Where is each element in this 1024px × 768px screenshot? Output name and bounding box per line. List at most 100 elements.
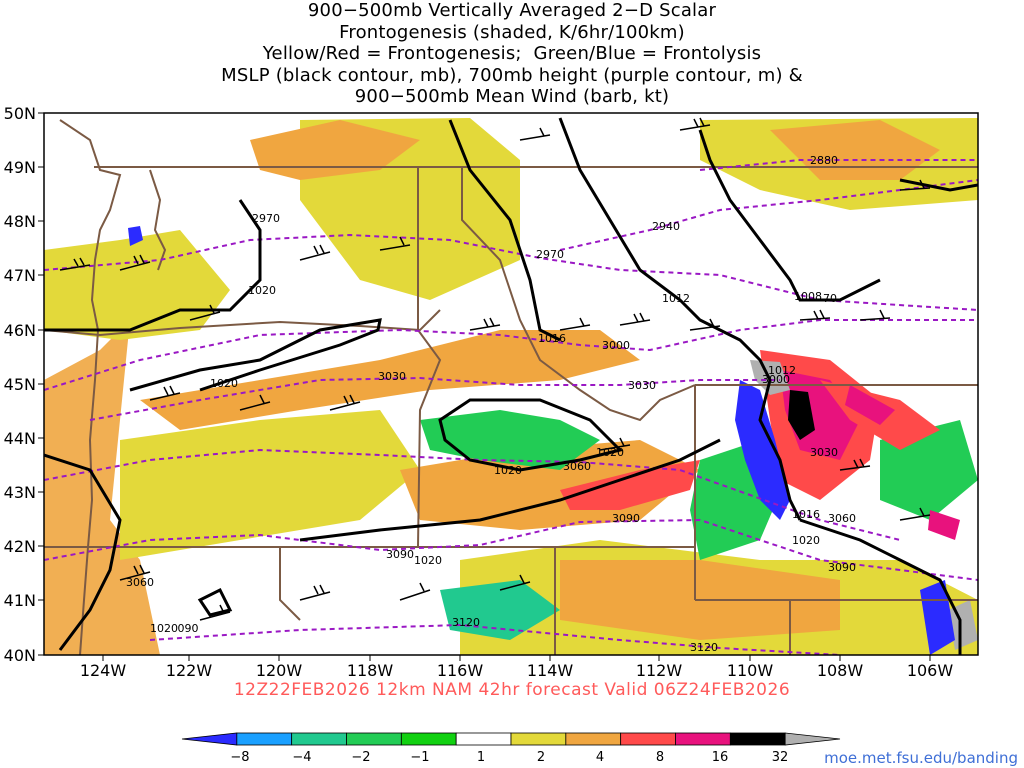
mslp-contour-1020-central — [129, 318, 382, 392]
lon-label: 114W — [527, 661, 574, 680]
height-label: 3120 — [452, 616, 480, 629]
colorbar-tick-label: −2 — [351, 750, 370, 765]
border-id-mt — [461, 167, 696, 422]
colorbar-swatch — [455, 732, 512, 746]
lon-label: 110W — [727, 661, 774, 680]
lat-axis: 50N 49N 48N 47N 46N 45N 44N 43N 42N 41N … — [4, 104, 44, 665]
height-label: 3090 — [828, 561, 856, 574]
lat-label: 44N — [4, 429, 36, 448]
mslp-contour-1012 — [558, 117, 802, 521]
lat-label: 41N — [4, 591, 36, 610]
lon-label: 118W — [347, 661, 394, 680]
height-label: 3030 — [810, 446, 838, 459]
wind-barb — [679, 117, 711, 131]
lon-label: 106W — [907, 661, 954, 680]
height-label: 70 — [823, 292, 837, 305]
height-label: 3060 — [828, 512, 856, 525]
wind-barb — [859, 309, 891, 321]
mslp-label: 1016 — [538, 332, 566, 345]
lon-label: 112W — [636, 661, 683, 680]
mslp-label: 1012 — [662, 292, 690, 305]
shade-orange-band-1 — [140, 330, 640, 430]
mslp-label: 1016 — [792, 508, 820, 521]
wind-barb — [239, 394, 271, 411]
lat-label: 46N — [4, 321, 36, 340]
colorbar-swatch — [729, 732, 786, 746]
height-label: 2970 — [536, 248, 564, 261]
shade-yellow-band-2 — [120, 410, 420, 560]
pacific-coastline — [59, 119, 122, 656]
height-label-group: 2970 2970 2940 2880 3000 3030 3030 3060 … — [126, 154, 856, 654]
height-contour-3120 — [149, 623, 841, 655]
wind-barb — [499, 574, 531, 591]
height-label: 2970 — [252, 212, 280, 225]
wind-barb — [469, 317, 501, 331]
height-label: 3090 — [612, 512, 640, 525]
wind-barb — [899, 179, 931, 191]
border-id-west — [417, 167, 442, 548]
colorbar-swatch — [675, 732, 731, 746]
mslp-contour-1020-ne — [899, 178, 978, 192]
wind-barb — [799, 309, 831, 321]
shading-layer — [44, 118, 978, 655]
shade-yellow-west — [44, 230, 230, 340]
height-contour-3060 — [44, 448, 901, 541]
mslp-label: 1012 — [768, 364, 796, 377]
mslp-label: 1008 — [794, 290, 822, 303]
mslp-label: 1020 — [596, 446, 624, 459]
colorbar-tick-label: 8 — [656, 750, 664, 765]
colorbar-swatch — [565, 732, 622, 746]
mslp-label: 1020 — [414, 554, 442, 567]
colorbar-boxes — [181, 732, 841, 746]
border-ca-nv — [279, 547, 301, 621]
credit-url[interactable]: moe.met.fsu.edu/banding — [824, 749, 1018, 767]
lon-label: 108W — [817, 661, 864, 680]
puget-sound — [149, 169, 167, 271]
lat-label: 43N — [4, 483, 36, 502]
colorbar-tick-label: −8 — [230, 750, 249, 765]
colorbar-labels: −8 −4 −2 −1 1 2 4 8 16 32 — [230, 750, 788, 765]
wind-barb — [399, 582, 431, 601]
height-contour-2880 — [699, 159, 978, 171]
wind-barb — [379, 236, 411, 251]
height-label: 3030 — [378, 370, 406, 383]
colorbar-arrow-right — [784, 732, 841, 746]
height-label: 2940 — [652, 220, 680, 233]
title-block: 900−500mb Vertically Averaged 2−D Scalar… — [0, 0, 1024, 108]
wind-barb — [559, 317, 591, 331]
wind-barb — [619, 312, 651, 326]
mslp-contour-1020-east — [799, 518, 962, 655]
shade-blue-nw — [128, 226, 143, 246]
wind-barb — [189, 304, 221, 321]
title-line-4: MSLP (black contour, mb), 700mb height (… — [221, 64, 803, 86]
wind-barb — [599, 437, 631, 451]
lon-label: 120W — [256, 661, 303, 680]
height-label: 3090 — [386, 548, 414, 561]
wind-barb — [329, 394, 361, 411]
title-line-2: Frontogenesis (shaded, K/6hr/100km) — [339, 21, 685, 43]
height-label: 3030 — [628, 379, 656, 392]
mslp-label: 1020 — [494, 464, 522, 477]
lat-label: 47N — [4, 266, 36, 285]
colorbar-tick-label: −1 — [410, 750, 429, 765]
height-label: 3000 — [762, 373, 790, 386]
height-contours — [44, 159, 978, 655]
mslp-contour-1020-lowcenter — [438, 398, 623, 472]
shade-magenta-south — [928, 510, 960, 540]
height-contour-2970 — [44, 233, 978, 311]
wind-barb — [299, 244, 331, 261]
title-line-5: 900−500mb Mean Wind (barb, kt) — [354, 86, 670, 107]
wind-barb — [299, 584, 331, 601]
title-line-1: 900−500mb Vertically Averaged 2−D Scalar — [307, 0, 717, 21]
lon-label: 122W — [166, 661, 213, 680]
colorbar-tick-label: 1 — [477, 750, 485, 765]
height-label: 3000 — [602, 339, 630, 352]
colorbar-swatch — [236, 732, 293, 746]
wind-barb — [59, 257, 91, 271]
lat-label: 48N — [4, 212, 36, 231]
mslp-contour-1016 — [448, 119, 561, 342]
colorbar-arrow-left — [181, 732, 238, 746]
height-label: 3060 — [563, 460, 591, 473]
colorbar-tick-label: 16 — [712, 750, 729, 765]
wind-barb — [899, 507, 931, 521]
